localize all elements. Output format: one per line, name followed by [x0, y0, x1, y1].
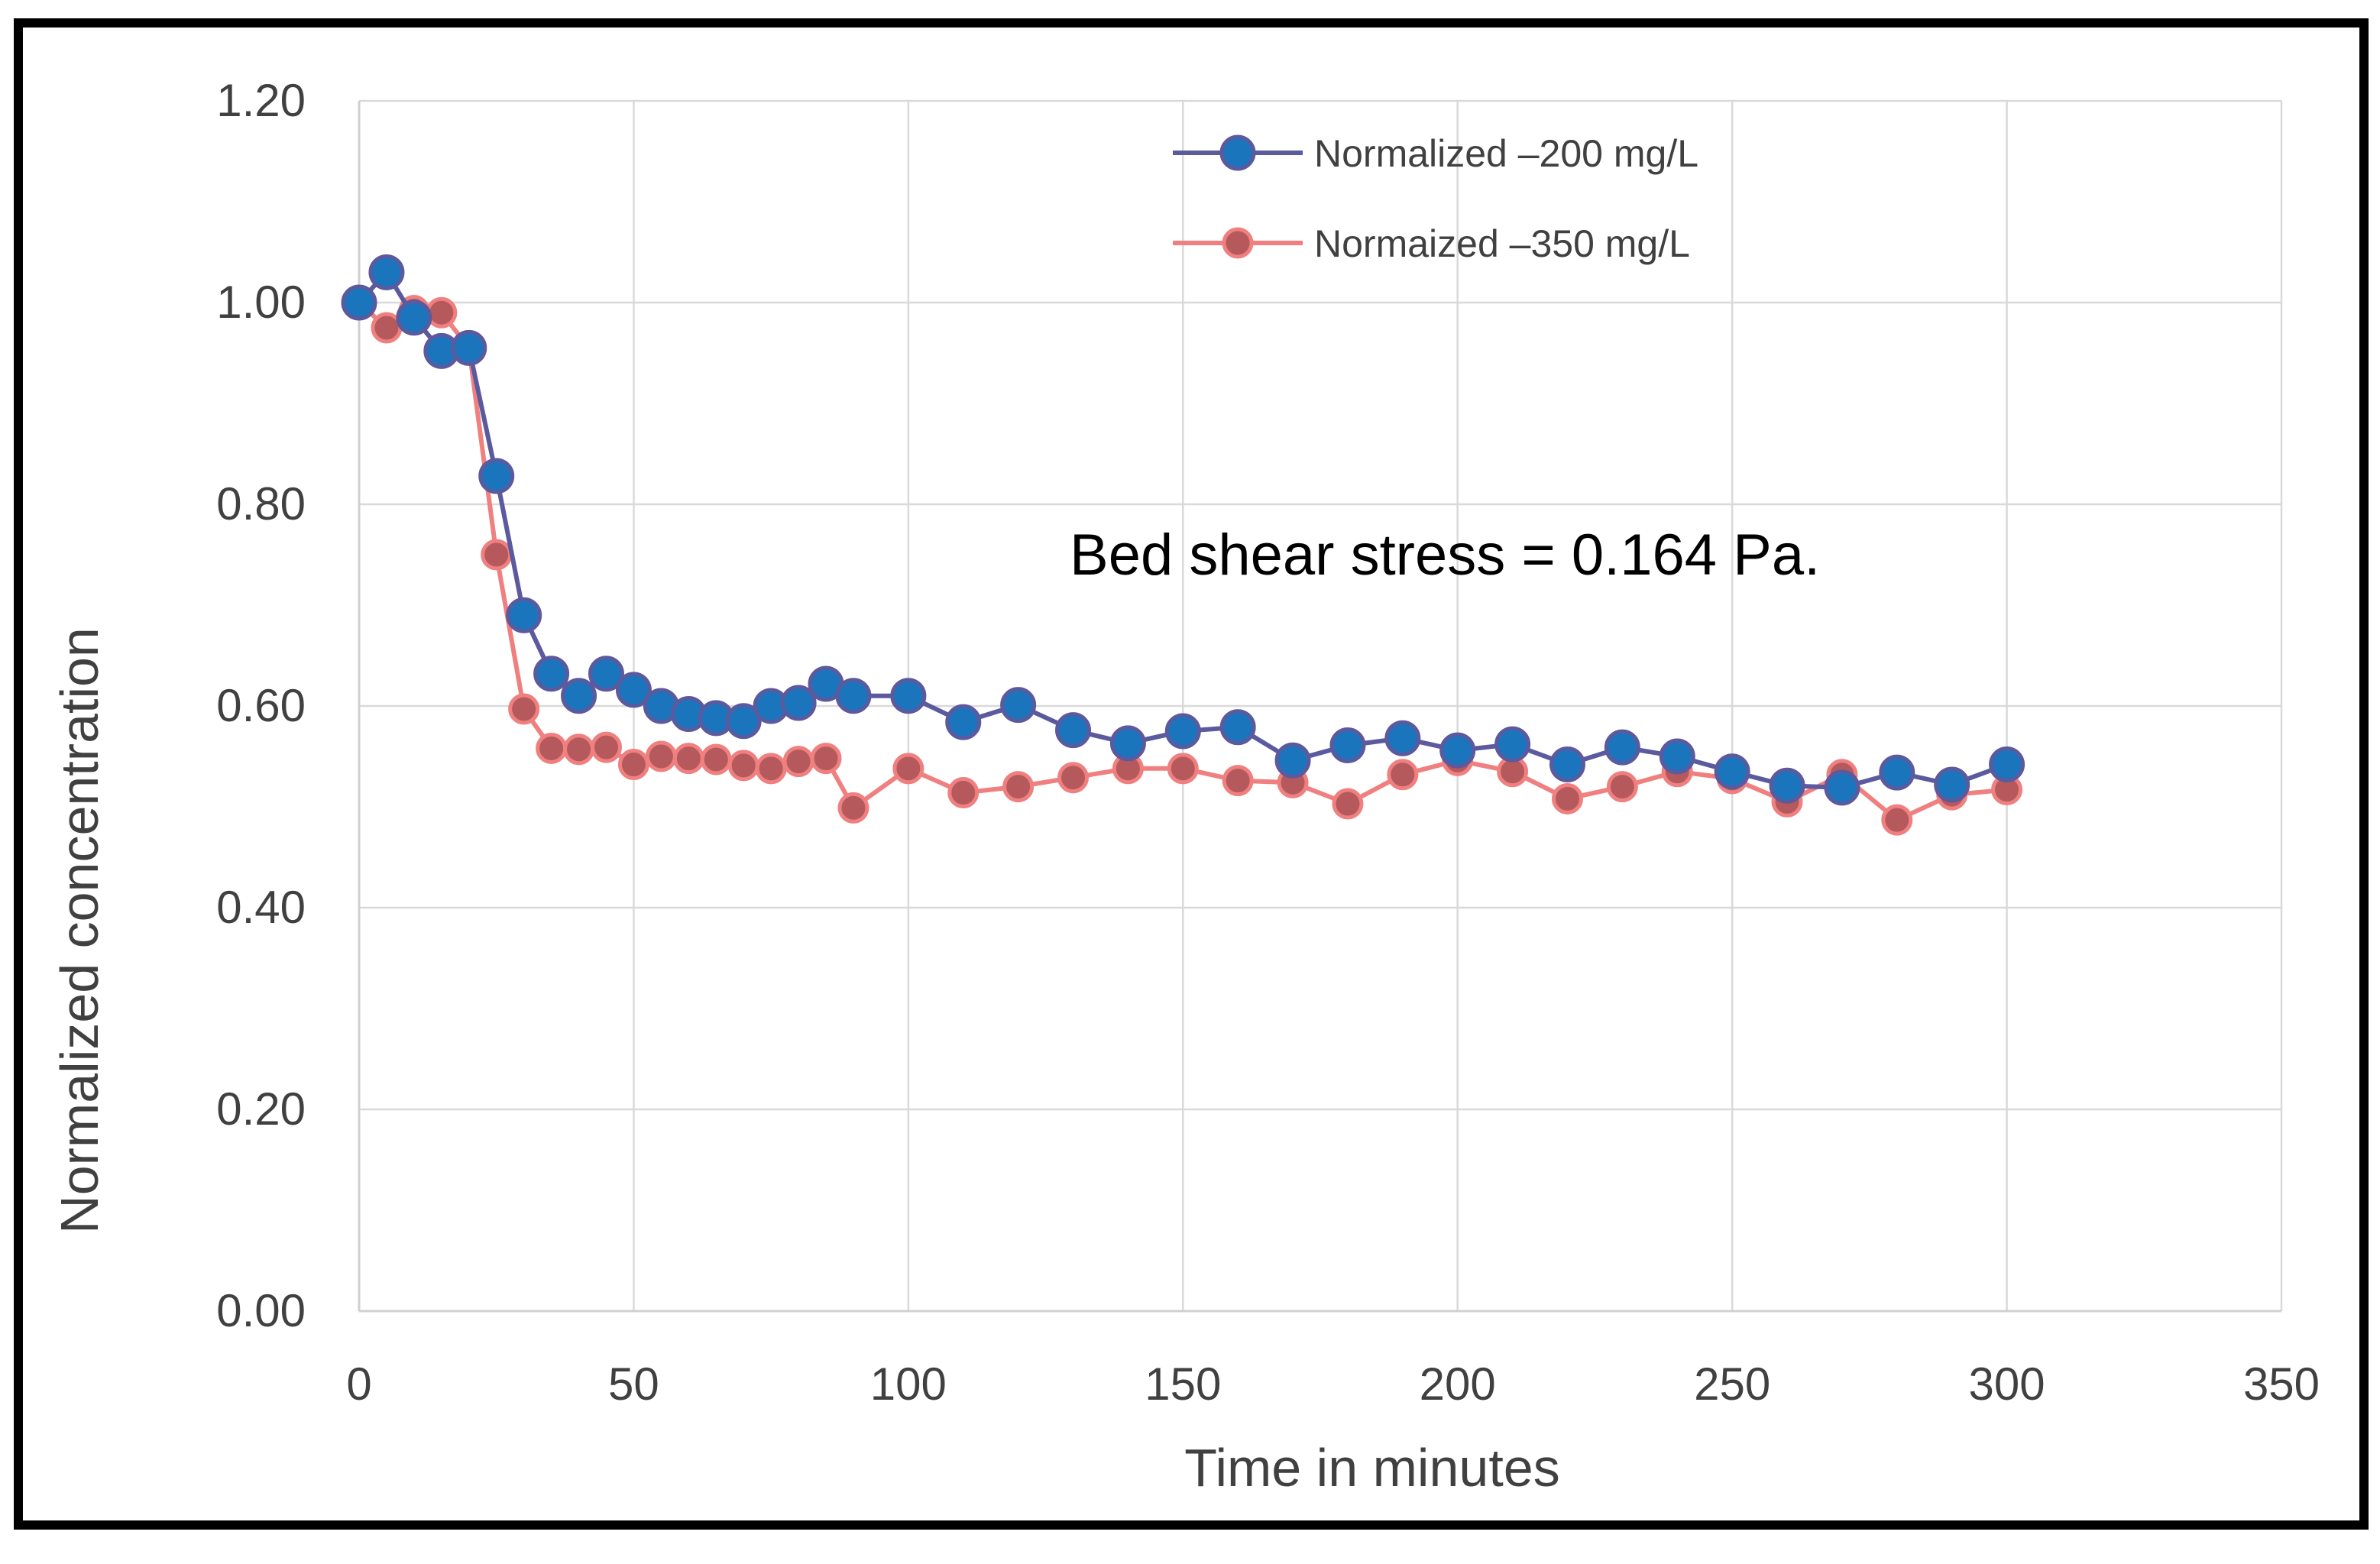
data-point [508, 693, 540, 725]
data-point [947, 777, 980, 809]
y-axis-title: Normalized concentration [50, 627, 109, 1234]
data-point [1439, 732, 1476, 769]
data-point [368, 254, 405, 290]
data-point [837, 792, 869, 824]
data-point [782, 746, 814, 778]
data-point [1055, 712, 1092, 749]
data-point [1989, 746, 2025, 783]
data-point [1881, 804, 1913, 836]
annotation-text: Bed shear stress = 0.164 Pa. [1070, 523, 1820, 588]
series-line [357, 270, 2008, 790]
x-tick-label: 350 [2243, 1358, 2320, 1410]
data-point [1222, 765, 1254, 797]
legend-entry-1: Normalized –200 mg/L [1173, 132, 1698, 175]
data-point [426, 296, 458, 329]
data-point [780, 685, 817, 721]
data-point [645, 740, 677, 772]
legend-marker [1219, 134, 1256, 171]
data-point [1332, 788, 1364, 820]
data-point [1274, 742, 1311, 779]
legend-entry-2: Normaized –350 mg/L [1173, 222, 1690, 265]
data-point [1606, 771, 1638, 803]
data-point [506, 597, 542, 633]
data-point [563, 733, 595, 766]
y-tick-labels: 0.00 0.20 0.40 0.60 0.80 1.00 1.20 [216, 75, 306, 1336]
y-tick-label: 0.40 [216, 882, 306, 933]
data-point [1109, 725, 1146, 762]
data-point [617, 749, 649, 781]
series-line [357, 300, 2007, 823]
data-point [727, 750, 759, 782]
data-point [1002, 771, 1035, 803]
legend-marker [1222, 227, 1254, 259]
data-point [700, 743, 732, 776]
data-point [561, 678, 597, 714]
data-point [725, 703, 762, 740]
data-point [451, 329, 487, 366]
x-tick-label: 50 [608, 1358, 659, 1410]
x-axis-title: Time in minutes [1184, 1438, 1559, 1498]
data-point [478, 458, 515, 494]
data-point [1219, 709, 1256, 746]
y-tick-label: 0.00 [216, 1285, 306, 1336]
data-point [892, 753, 924, 785]
legend: Normalized –200 mg/L Normaized –350 mg/L [1173, 132, 1698, 265]
series-2 [343, 287, 2023, 836]
data-point [1714, 753, 1750, 790]
legend-label: Normalized –200 mg/L [1314, 132, 1698, 175]
data-point [755, 753, 787, 785]
data-point [1387, 759, 1419, 791]
data-point [533, 656, 570, 692]
data-point [810, 743, 842, 775]
data-point [1879, 754, 1915, 791]
grid [359, 99, 2283, 1311]
data-point [1934, 766, 1970, 803]
data-point [1659, 738, 1695, 775]
data-point [536, 732, 568, 764]
x-tick-label: 200 [1420, 1358, 1496, 1410]
data-point [945, 704, 982, 740]
series [341, 254, 2025, 836]
data-point [481, 539, 513, 571]
data-point [1769, 767, 1805, 804]
x-tick-label: 150 [1145, 1358, 1221, 1410]
y-tick-label: 0.60 [216, 680, 306, 731]
data-point [590, 731, 622, 763]
x-tick-labels: 0 50 100 150 200 250 300 350 [346, 1358, 2320, 1410]
data-point [341, 284, 377, 321]
data-point [1604, 729, 1640, 766]
x-tick-label: 100 [870, 1358, 947, 1410]
data-point [672, 743, 704, 775]
data-point [588, 656, 624, 692]
x-tick-label: 300 [1969, 1358, 2045, 1410]
data-point [1549, 746, 1585, 783]
data-point [1824, 769, 1860, 806]
x-tick-label: 0 [346, 1358, 371, 1410]
data-point [1000, 687, 1037, 724]
x-tick-label: 250 [1694, 1358, 1770, 1410]
y-tick-label: 1.00 [216, 277, 306, 328]
y-tick-label: 0.80 [216, 478, 306, 529]
data-point [1164, 713, 1201, 750]
data-point [1494, 726, 1531, 763]
series-1 [341, 254, 2025, 806]
data-point [835, 678, 872, 714]
data-point [1167, 753, 1199, 785]
data-point [1329, 727, 1366, 763]
data-point [1551, 782, 1583, 814]
data-point [396, 300, 432, 336]
data-point [615, 672, 652, 708]
data-point [1057, 762, 1090, 794]
data-point [890, 678, 927, 714]
y-tick-label: 1.20 [216, 75, 306, 126]
legend-label: Normaized –350 mg/L [1314, 222, 1690, 265]
data-point [1384, 720, 1421, 756]
y-tick-label: 0.20 [216, 1083, 306, 1135]
